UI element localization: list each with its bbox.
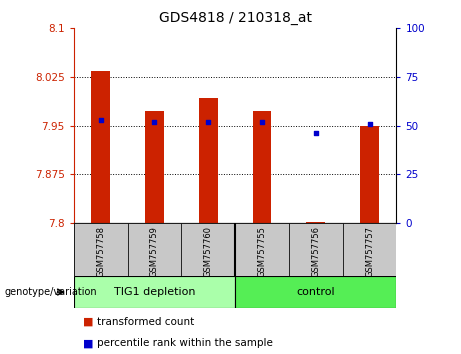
Point bbox=[312, 131, 319, 136]
Text: genotype/variation: genotype/variation bbox=[5, 287, 97, 297]
Text: GSM757757: GSM757757 bbox=[365, 226, 374, 277]
Bar bbox=[199, 98, 218, 223]
Point bbox=[205, 119, 212, 125]
Text: ■: ■ bbox=[83, 317, 94, 327]
Point bbox=[258, 119, 266, 125]
Bar bbox=[253, 111, 272, 223]
Point bbox=[151, 119, 158, 125]
Text: transformed count: transformed count bbox=[97, 317, 194, 327]
Point bbox=[97, 117, 104, 123]
Bar bbox=[181, 223, 235, 276]
Title: GDS4818 / 210318_at: GDS4818 / 210318_at bbox=[159, 11, 312, 24]
Text: GSM757758: GSM757758 bbox=[96, 226, 105, 277]
Text: GSM757756: GSM757756 bbox=[311, 226, 320, 277]
Bar bbox=[289, 223, 343, 276]
Text: GSM757760: GSM757760 bbox=[204, 226, 213, 277]
Bar bbox=[307, 222, 325, 223]
Bar bbox=[235, 223, 289, 276]
Bar bbox=[74, 223, 128, 276]
Point bbox=[366, 121, 373, 127]
Bar bbox=[128, 223, 181, 276]
Bar bbox=[343, 223, 396, 276]
Text: GSM757759: GSM757759 bbox=[150, 226, 159, 276]
Text: percentile rank within the sample: percentile rank within the sample bbox=[97, 338, 273, 348]
Text: GSM757755: GSM757755 bbox=[258, 226, 266, 276]
Text: TIG1 depletion: TIG1 depletion bbox=[114, 287, 195, 297]
Bar bbox=[235, 276, 396, 308]
Bar bbox=[91, 70, 110, 223]
Text: ■: ■ bbox=[83, 338, 94, 348]
Bar bbox=[360, 126, 379, 223]
Bar bbox=[145, 111, 164, 223]
Bar bbox=[74, 276, 235, 308]
Text: control: control bbox=[296, 287, 335, 297]
